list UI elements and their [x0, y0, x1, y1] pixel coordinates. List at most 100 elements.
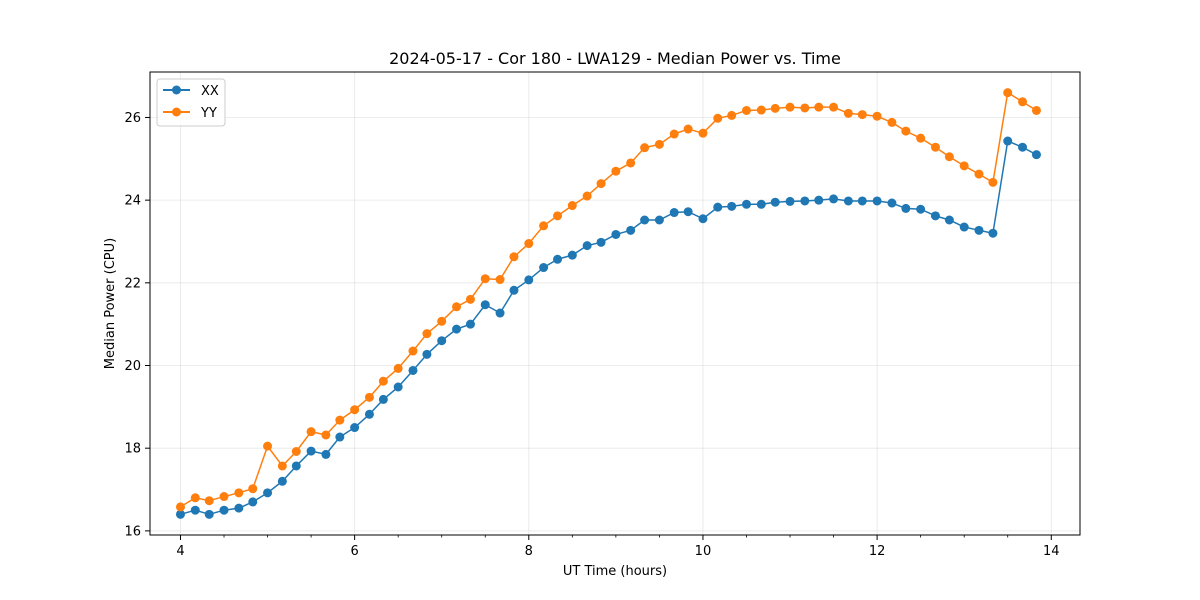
x-tick-label: 4: [176, 544, 184, 559]
data-point-yy: [524, 239, 534, 249]
data-point-xx: [291, 461, 301, 471]
y-tick-label: 18: [124, 442, 141, 457]
data-point-yy: [785, 102, 795, 112]
y-tick-label: 26: [124, 111, 141, 126]
data-point-xx: [654, 215, 664, 225]
data-point-xx: [814, 195, 824, 205]
data-point-yy: [843, 108, 853, 118]
data-point-xx: [800, 196, 810, 206]
data-point-xx: [350, 423, 360, 433]
data-point-yy: [727, 110, 737, 120]
data-point-xx: [959, 222, 969, 232]
data-point-yy: [698, 128, 708, 138]
data-point-yy: [204, 496, 214, 506]
data-point-xx: [378, 394, 388, 404]
data-point-yy: [306, 427, 316, 437]
data-point-yy: [509, 252, 519, 262]
data-point-yy: [974, 169, 984, 179]
y-tick-label: 16: [124, 524, 141, 539]
data-point-xx: [364, 409, 374, 419]
data-point-yy: [988, 177, 998, 187]
data-point-yy: [378, 376, 388, 386]
data-point-yy: [422, 329, 432, 339]
data-point-yy: [800, 103, 810, 113]
data-point-xx: [930, 211, 940, 221]
data-point-yy: [277, 461, 287, 471]
data-point-xx: [553, 254, 563, 264]
data-point-yy: [263, 441, 273, 451]
chart-title: 2024-05-17 - Cor 180 - LWA129 - Median P…: [389, 49, 841, 68]
data-point-yy: [944, 152, 954, 162]
data-point-xx: [306, 446, 316, 456]
y-axis-title: Median Power (CPU): [103, 238, 118, 369]
data-point-xx: [669, 208, 679, 218]
data-point-yy: [887, 117, 897, 127]
grid: [150, 72, 1080, 535]
data-point-yy: [770, 103, 780, 113]
y-tick-label: 24: [124, 194, 141, 209]
data-point-xx: [1031, 150, 1041, 160]
data-point-xx: [422, 349, 432, 359]
data-point-xx: [321, 449, 331, 459]
data-point-xx: [524, 275, 534, 285]
data-point-xx: [567, 250, 577, 260]
data-point-yy: [291, 446, 301, 456]
legend-marker-xx: [172, 85, 181, 95]
data-point-xx: [509, 285, 519, 295]
data-point-xx: [408, 365, 418, 375]
data-point-xx: [452, 324, 462, 334]
data-point-xx: [713, 202, 723, 212]
data-point-xx: [465, 319, 475, 329]
data-point-xx: [785, 196, 795, 206]
data-point-yy: [480, 274, 490, 284]
data-point-yy: [350, 405, 360, 415]
data-point-xx: [683, 207, 693, 217]
data-point-xx: [204, 509, 214, 519]
x-tick-label: 10: [695, 544, 712, 559]
data-point-yy: [190, 493, 200, 503]
data-point-yy: [959, 161, 969, 171]
data-point-xx: [626, 225, 636, 235]
legend-entry-yy: YY: [163, 106, 217, 121]
data-point-xx: [437, 336, 447, 346]
data-point-yy: [683, 124, 693, 134]
data-point-xx: [916, 204, 926, 214]
data-point-xx: [480, 300, 490, 310]
data-point-yy: [611, 166, 621, 176]
data-point-xx: [234, 503, 244, 513]
legend-label-yy: YY: [200, 106, 217, 121]
data-point-yy: [335, 415, 345, 425]
data-point-xx: [495, 308, 505, 318]
x-tick-label: 12: [869, 544, 886, 559]
data-point-yy: [495, 275, 505, 285]
data-point-xx: [1018, 142, 1028, 152]
data-point-yy: [857, 110, 867, 120]
data-point-yy: [364, 392, 374, 402]
data-point-yy: [393, 363, 403, 373]
x-tick-label: 6: [350, 544, 358, 559]
data-point-yy: [1031, 105, 1041, 115]
data-point-yy: [640, 143, 650, 153]
data-point-xx: [843, 196, 853, 206]
data-point-yy: [741, 105, 751, 115]
data-point-xx: [219, 505, 229, 515]
data-point-xx: [596, 237, 606, 247]
data-point-xx: [582, 241, 592, 251]
data-point-xx: [640, 215, 650, 225]
x-axis-ticks: 4 6 8 10 12 14: [176, 535, 1060, 559]
data-point-yy: [1003, 88, 1013, 98]
legend: XX YY: [156, 78, 226, 127]
data-point-yy: [567, 201, 577, 211]
data-point-yy: [408, 346, 418, 356]
data-point-xx: [741, 199, 751, 209]
data-point-yy: [930, 142, 940, 152]
data-point-yy: [713, 113, 723, 123]
legend-marker-yy: [172, 107, 181, 117]
x-tick-label: 14: [1043, 544, 1060, 559]
data-point-xx: [727, 201, 737, 211]
data-point-xx: [756, 199, 766, 209]
series-layer: [175, 88, 1041, 519]
data-point-yy: [596, 179, 606, 189]
x-axis-title: UT Time (hours): [563, 564, 667, 579]
